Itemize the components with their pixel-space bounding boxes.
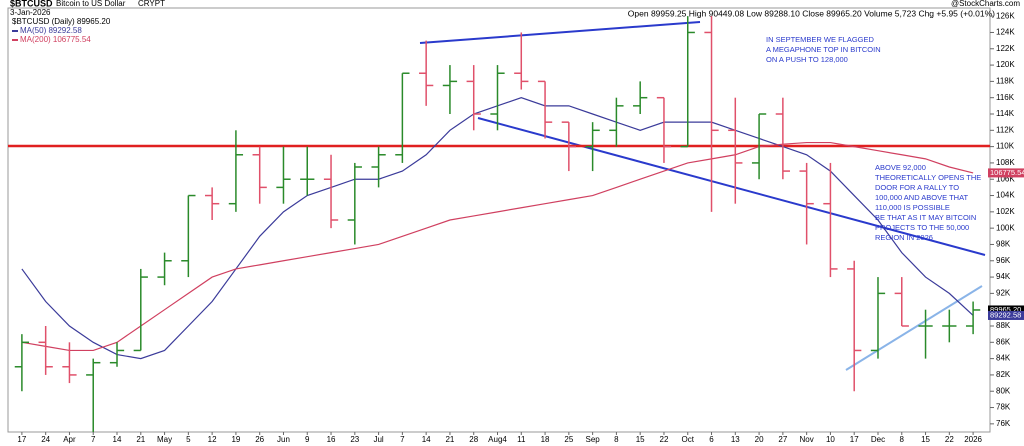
x-tick-label: 19 (231, 435, 240, 444)
legend-label: MA(50) 89292.58 (20, 26, 82, 35)
last-price-label: 89292.58 (990, 310, 1021, 319)
price-legend: $BTCUSD (Daily) 89965.20 (12, 17, 111, 26)
x-tick-label: 12 (208, 435, 217, 444)
last-price-box (988, 310, 1024, 320)
y-tick-label: 102K (996, 207, 1015, 216)
y-tick-label: 82K (996, 370, 1011, 379)
y-tick-label: 106K (996, 174, 1015, 183)
x-tick-label: May (157, 435, 172, 444)
y-tick-label: 120K (996, 60, 1015, 69)
x-tick-label: 18 (541, 435, 550, 444)
x-tick-label: 13 (731, 435, 740, 444)
last-price-label: 89965.20 (990, 305, 1021, 314)
y-tick-label: 98K (996, 240, 1011, 249)
x-tick-label: 21 (136, 435, 145, 444)
y-tick-label: 116K (996, 93, 1015, 102)
trend-line (419, 21, 701, 44)
y-tick-label: 100K (996, 223, 1015, 232)
x-tick-label: 28 (469, 435, 478, 444)
x-tick-label: 24 (41, 435, 50, 444)
annotation: IN SEPTEMBER WE FLAGGED (766, 35, 875, 44)
x-tick-label: 14 (422, 435, 431, 444)
y-tick-label: 78K (996, 403, 1011, 412)
y-tick-label: 118K (996, 76, 1015, 85)
x-tick-label: 17 (850, 435, 859, 444)
symbol: $BTCUSD (10, 0, 53, 8)
x-tick-label: 9 (305, 435, 310, 444)
x-tick-label: 6 (709, 435, 714, 444)
x-tick-label: 15 (921, 435, 930, 444)
annotation: DOOR FOR A RALLY TO (875, 183, 959, 192)
chart-title: Bitcoin to US Dollar (56, 0, 126, 8)
x-tick-label: Aug4 (488, 435, 507, 444)
x-tick-label: 22 (945, 435, 954, 444)
y-tick-label: 84K (996, 354, 1011, 363)
trend-line (845, 285, 983, 371)
y-tick-label: 110K (996, 142, 1015, 151)
ma-line (21, 141, 974, 352)
x-tick-label: 11 (517, 435, 526, 444)
y-tick-label: 94K (996, 272, 1011, 281)
x-tick-label: 8 (900, 435, 905, 444)
last-price-box (988, 168, 1024, 178)
annotation: PROJECTS TO THE 50,000 (875, 223, 969, 232)
y-tick-label: 114K (996, 109, 1015, 118)
x-tick-label: 21 (445, 435, 454, 444)
annotation: THEORETICALLY OPENS THE (875, 173, 981, 182)
x-tick-label: Oct (682, 435, 695, 444)
date: 3-Jan-2026 (10, 8, 51, 17)
y-tick-label: 88K (996, 321, 1011, 330)
x-tick-label: 7 (91, 435, 96, 444)
plot-frame (7, 7, 991, 433)
y-tick-label: 92K (996, 288, 1011, 297)
y-tick-label: 76K (996, 419, 1011, 428)
x-tick-label: 10 (826, 435, 835, 444)
x-tick-label: Dec (871, 435, 885, 444)
y-tick-label: 108K (996, 158, 1015, 167)
x-tick-label: Nov (800, 435, 814, 444)
annotation: A MEGAPHONE TOP IN BITCOIN (766, 45, 881, 54)
y-tick-label: 124K (996, 28, 1015, 37)
last-price-box (988, 305, 1024, 315)
x-tick-label: 5 (186, 435, 191, 444)
y-tick-label: 96K (996, 256, 1011, 265)
x-tick-label: 23 (350, 435, 359, 444)
last-price-label: 106775.54 (990, 168, 1024, 177)
y-tick-label: 126K (996, 11, 1015, 20)
x-tick-label: 17 (17, 435, 26, 444)
x-tick-label: Jul (373, 435, 383, 444)
exchange: CRYPT (138, 0, 165, 8)
x-tick-label: 15 (636, 435, 645, 444)
y-tick-label: 104K (996, 191, 1015, 200)
quote: Open 89959.25 High 90449.08 Low 89288.10… (628, 8, 995, 18)
annotation: BE THAT AS IT MAY BITCOIN (875, 213, 976, 222)
x-tick-label: 2026 (964, 435, 982, 444)
x-tick-label: 22 (660, 435, 669, 444)
x-tick-label: Jun (277, 435, 290, 444)
x-tick-label: 7 (400, 435, 405, 444)
annotation: REGION IN 2026 (875, 233, 933, 242)
annotation: ON A PUSH TO 128,000 (766, 55, 848, 64)
legend-label: MA(200) 106775.54 (20, 35, 91, 44)
annotation: 110,000 IS POSSIBLE (875, 203, 950, 212)
y-tick-label: 122K (996, 44, 1015, 53)
x-tick-label: 8 (614, 435, 619, 444)
annotation: 100,000 AND ABOVE THAT (875, 193, 969, 202)
x-tick-label: Apr (63, 435, 76, 444)
x-tick-label: 20 (755, 435, 764, 444)
y-tick-label: 112K (996, 125, 1015, 134)
x-tick-label: 27 (778, 435, 787, 444)
x-tick-label: 14 (113, 435, 122, 444)
watermark: @StockCharts.com (951, 0, 1020, 8)
annotation: ABOVE 92,000 (875, 163, 926, 172)
x-tick-label: 26 (255, 435, 264, 444)
trend-line (477, 117, 986, 256)
x-tick-label: 16 (327, 435, 336, 444)
x-tick-label: Sep (586, 435, 601, 444)
y-tick-label: 80K (996, 386, 1011, 395)
x-tick-label: 25 (564, 435, 573, 444)
y-tick-label: 86K (996, 337, 1011, 346)
